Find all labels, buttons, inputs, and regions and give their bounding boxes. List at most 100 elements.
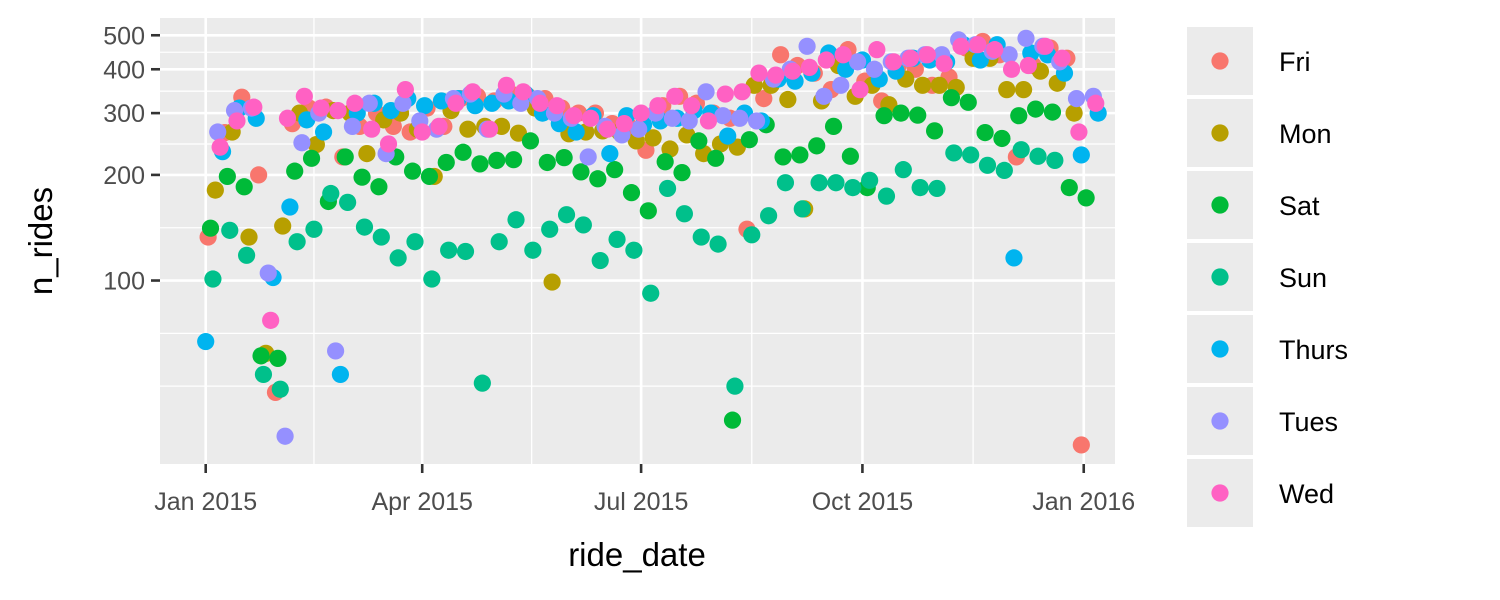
legend-item-sun: Sun xyxy=(1187,243,1327,311)
data-point xyxy=(697,83,715,101)
data-point xyxy=(197,332,215,351)
data-point xyxy=(875,107,893,125)
data-point xyxy=(360,94,378,112)
data-point xyxy=(430,117,448,135)
data-point xyxy=(250,166,268,184)
data-point xyxy=(663,109,681,127)
data-point xyxy=(625,241,643,259)
data-point xyxy=(322,184,340,203)
data-point xyxy=(861,171,879,189)
data-point xyxy=(488,151,506,169)
data-point xyxy=(755,89,773,108)
legend-label: Thurs xyxy=(1279,335,1348,365)
data-point xyxy=(918,46,936,64)
data-point xyxy=(218,167,236,186)
data-point xyxy=(911,179,929,197)
legend-item-fri: Fri xyxy=(1187,27,1310,95)
data-point xyxy=(930,76,948,94)
data-point xyxy=(909,106,927,124)
data-point xyxy=(1017,29,1035,47)
data-point xyxy=(221,221,239,239)
data-point xyxy=(885,53,903,71)
data-point xyxy=(464,83,482,101)
data-point xyxy=(262,311,280,329)
data-point xyxy=(454,143,472,161)
data-point xyxy=(716,85,734,103)
data-point xyxy=(406,233,424,251)
data-point xyxy=(827,174,845,192)
data-point xyxy=(998,81,1016,99)
data-point xyxy=(254,365,273,384)
data-point xyxy=(834,46,852,64)
legend: Fri Mon Sat Sun Thurs Tues Wed xyxy=(1187,27,1348,527)
legend-label: Wed xyxy=(1279,479,1334,509)
data-point xyxy=(1043,103,1062,121)
data-point xyxy=(572,163,590,181)
data-point xyxy=(259,264,277,282)
data-point xyxy=(413,123,431,141)
data-point xyxy=(606,161,624,179)
data-point xyxy=(557,206,576,224)
x-tick-label: Jan 2015 xyxy=(154,488,257,516)
data-point xyxy=(471,155,489,173)
data-point xyxy=(1053,49,1071,67)
data-point xyxy=(346,94,364,112)
data-point xyxy=(331,365,350,384)
data-point xyxy=(894,161,912,179)
data-point xyxy=(288,233,306,251)
legend-item-mon: Mon xyxy=(1187,99,1332,167)
data-point xyxy=(1067,89,1086,108)
data-point xyxy=(423,270,441,288)
data-point xyxy=(666,87,684,105)
data-point xyxy=(969,36,987,54)
data-point xyxy=(293,134,311,152)
data-point xyxy=(622,184,641,202)
y-tick-label: 300 xyxy=(103,100,145,128)
data-point xyxy=(598,120,617,138)
data-point xyxy=(1077,189,1095,207)
data-point xyxy=(649,97,667,115)
data-point xyxy=(714,107,732,125)
data-point xyxy=(524,241,542,259)
data-point xyxy=(269,349,287,367)
data-point xyxy=(760,207,778,225)
data-point xyxy=(490,233,508,251)
data-point xyxy=(976,123,994,142)
data-point xyxy=(935,55,953,73)
data-point xyxy=(868,41,886,59)
data-point xyxy=(1046,151,1064,169)
data-point xyxy=(228,112,246,130)
data-point xyxy=(206,181,224,199)
data-point xyxy=(363,120,381,138)
data-point xyxy=(1065,104,1083,122)
data-point xyxy=(396,81,414,99)
data-point xyxy=(531,94,549,112)
data-point xyxy=(235,178,253,196)
data-point xyxy=(416,97,434,115)
data-point xyxy=(1005,249,1023,267)
data-point xyxy=(719,127,737,145)
data-point xyxy=(543,273,561,291)
data-point xyxy=(683,97,701,115)
data-point xyxy=(278,109,297,127)
x-tick-label: Apr 2015 xyxy=(371,488,472,516)
data-point xyxy=(403,162,422,180)
data-point xyxy=(211,138,229,156)
data-point xyxy=(1072,436,1090,454)
data-point xyxy=(750,64,768,82)
data-point xyxy=(808,137,826,155)
x-axis-title: ride_date xyxy=(568,536,706,573)
data-point xyxy=(815,87,833,105)
data-point xyxy=(1012,141,1030,159)
data-point xyxy=(548,97,566,115)
data-point xyxy=(779,90,797,109)
data-point xyxy=(1029,147,1047,165)
data-point xyxy=(329,101,347,120)
data-point xyxy=(459,120,477,138)
data-point xyxy=(865,60,884,78)
legend-key-dot xyxy=(1211,484,1229,502)
data-point xyxy=(841,147,859,165)
legend-key-dot xyxy=(1211,412,1229,430)
data-point xyxy=(555,149,573,167)
data-points xyxy=(197,29,1107,454)
